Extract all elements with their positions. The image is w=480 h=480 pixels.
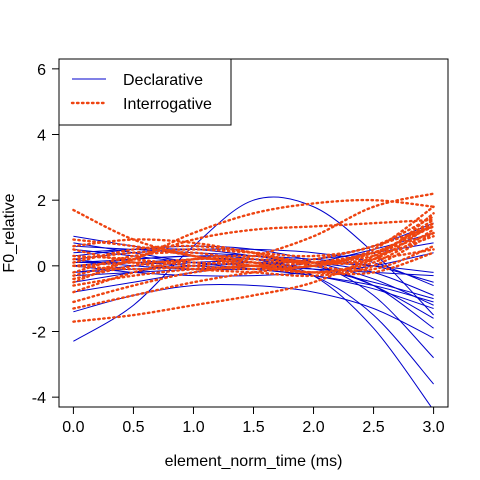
series-line-interrogative-9 <box>72 228 435 274</box>
x-axis: 0.0 0.5 1.0 1.5 2.0 2.5 3.0 <box>62 407 445 436</box>
x-tick-label: 2.0 <box>302 419 324 436</box>
y-tick-label: -2 <box>32 324 46 341</box>
y-axis-label: F0_relative <box>1 193 18 272</box>
series-line-interrogative-13 <box>72 235 435 281</box>
y-tick-label: 6 <box>37 62 46 79</box>
y-tick-label: 4 <box>37 128 46 145</box>
series-line-interrogative-16 <box>72 221 435 265</box>
legend-label-interrogative: Interrogative <box>123 96 212 113</box>
y-tick-label: -4 <box>32 390 46 407</box>
y-axis: -4 -2 0 2 4 6 <box>32 62 59 407</box>
y-tick-label: 2 <box>37 193 46 210</box>
legend: Declarative Interrogative <box>58 58 232 126</box>
series-line-interrogative-17 <box>72 248 435 310</box>
x-tick-label: 0.0 <box>62 419 84 436</box>
series-line-declarative-20 <box>73 252 434 277</box>
x-tick-label: 3.0 <box>422 419 444 436</box>
x-tick-label: 1.5 <box>242 419 264 436</box>
x-axis-label: element_norm_time (ms) <box>165 453 343 470</box>
x-tick-label: 0.5 <box>122 419 144 436</box>
legend-box <box>58 58 232 126</box>
series-line-interrogative-18 <box>72 251 435 276</box>
x-tick-label: 1.0 <box>182 419 204 436</box>
x-tick-label: 2.5 <box>362 419 384 436</box>
series-layer <box>72 192 435 407</box>
y-tick-label: 0 <box>37 259 46 276</box>
legend-label-declarative: Declarative <box>123 72 203 89</box>
